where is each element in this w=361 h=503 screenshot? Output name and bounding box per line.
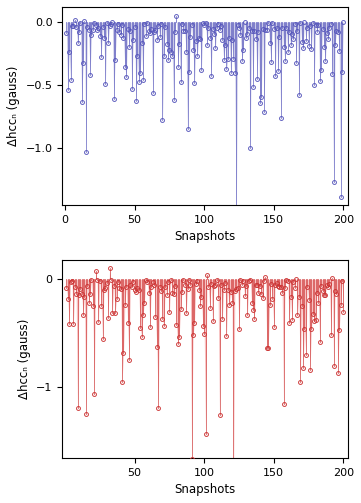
Y-axis label: Δhccₙ (gauss): Δhccₙ (gauss): [18, 318, 31, 399]
X-axis label: Snapshots: Snapshots: [174, 483, 235, 496]
X-axis label: Snapshots: Snapshots: [174, 230, 235, 243]
Y-axis label: Δhccₙ (gauss): Δhccₙ (gauss): [7, 66, 20, 146]
